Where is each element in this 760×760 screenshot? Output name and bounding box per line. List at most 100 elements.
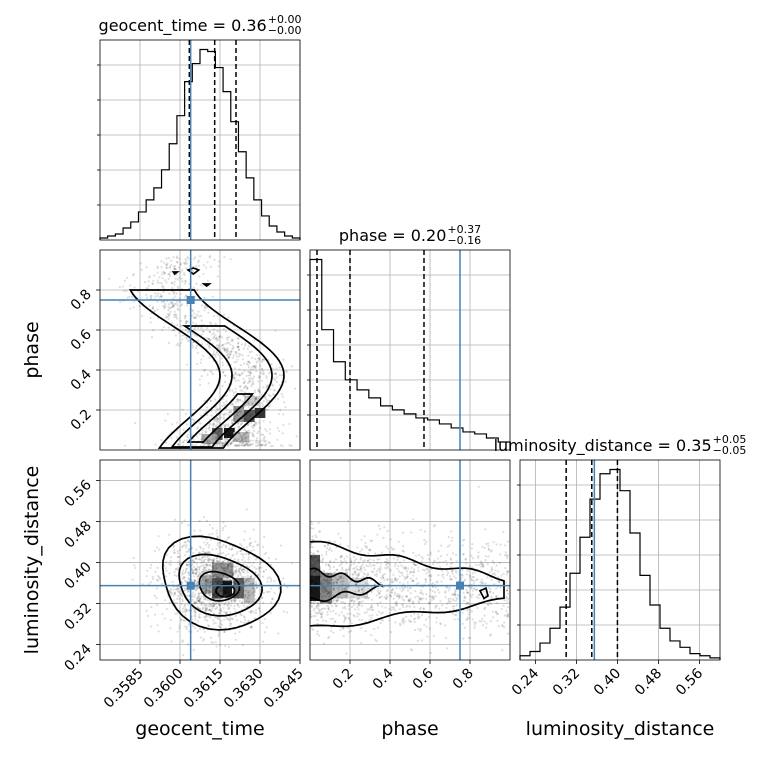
sample-point (319, 573, 322, 576)
sample-point (198, 275, 201, 278)
sample-point (407, 619, 411, 622)
sample-point (240, 594, 243, 597)
sample-point (181, 334, 184, 337)
sample-point (495, 596, 499, 599)
sample-point (263, 553, 266, 556)
sample-point (398, 594, 401, 597)
sample-point (332, 560, 336, 563)
sample-point (266, 408, 269, 411)
sample-point (206, 373, 209, 376)
sample-point (227, 564, 230, 567)
sample-point (186, 540, 190, 543)
sample-point (451, 552, 455, 555)
sample-point (338, 577, 341, 580)
sample-point (226, 354, 229, 357)
sample-point (464, 558, 467, 561)
sample-point (232, 354, 235, 357)
sample-point (275, 380, 278, 384)
sample-point (221, 580, 225, 583)
sample-point (186, 304, 189, 307)
sample-point (340, 580, 343, 583)
sample-point (168, 312, 171, 315)
sample-point (176, 587, 180, 590)
sample-point (242, 581, 245, 585)
sample-point (224, 348, 228, 351)
sample-point (388, 578, 392, 581)
sample-point (184, 541, 187, 544)
sample-point (223, 569, 226, 573)
sample-point (275, 367, 278, 370)
sample-point (215, 436, 218, 439)
sample-point (417, 581, 420, 585)
sample-point (409, 597, 412, 601)
sample-point (470, 554, 473, 557)
sample-point (244, 619, 247, 622)
sample-point (367, 552, 370, 555)
sample-point (240, 372, 243, 376)
sample-point (338, 564, 341, 567)
sample-point (217, 581, 220, 584)
sample-point (454, 590, 457, 593)
sample-point (252, 611, 255, 614)
sample-point (203, 555, 206, 558)
sample-point (207, 382, 210, 385)
sample-point (195, 265, 198, 268)
sample-point (245, 362, 249, 366)
sample-point (193, 529, 196, 532)
sample-point (197, 599, 200, 603)
sample-point (330, 549, 333, 552)
sample-point (282, 358, 285, 361)
sample-point (429, 553, 432, 556)
sample-point (254, 586, 258, 589)
sample-point (282, 423, 285, 427)
sample-point (198, 599, 201, 603)
sample-point (492, 561, 495, 565)
sample-point (240, 576, 243, 579)
sample-point (346, 612, 349, 616)
sample-point (208, 443, 211, 446)
sample-point (265, 375, 268, 378)
sample-point (232, 394, 235, 397)
sample-point (244, 405, 247, 408)
sample-point (285, 370, 289, 374)
sample-point (182, 440, 185, 443)
sample-point (172, 594, 175, 597)
sample-point (220, 431, 223, 435)
sample-point (248, 370, 251, 374)
sample-point (151, 577, 155, 580)
sample-point (504, 544, 507, 547)
sample-point (477, 563, 481, 567)
sample-point (489, 590, 492, 594)
sample-point (222, 526, 225, 530)
sample-point (197, 259, 200, 262)
sample-point (453, 591, 457, 594)
sample-point (245, 565, 249, 568)
sample-point (214, 580, 217, 583)
sample-point (231, 402, 234, 405)
sample-point (399, 571, 402, 575)
sample-point (321, 557, 325, 560)
sample-point (260, 433, 263, 436)
sample-point (235, 439, 238, 442)
sample-point (401, 595, 404, 598)
sample-point (320, 612, 323, 616)
sample-point (372, 571, 375, 574)
sample-point (204, 307, 207, 310)
sample-point (245, 437, 248, 440)
sample-point (254, 421, 258, 424)
sample-point (159, 293, 162, 296)
sample-point (258, 426, 262, 430)
sample-point (464, 596, 467, 599)
sample-point (316, 550, 319, 553)
sample-point (196, 620, 200, 623)
sample-point (433, 597, 436, 600)
sample-point (202, 264, 205, 267)
sample-point (204, 609, 208, 612)
sample-point (134, 566, 137, 570)
sample-point (466, 601, 469, 604)
sample-point (276, 426, 279, 430)
sample-point (226, 604, 229, 607)
sample-point (205, 661, 207, 663)
sample-point (333, 540, 336, 543)
sample-point (327, 564, 330, 567)
